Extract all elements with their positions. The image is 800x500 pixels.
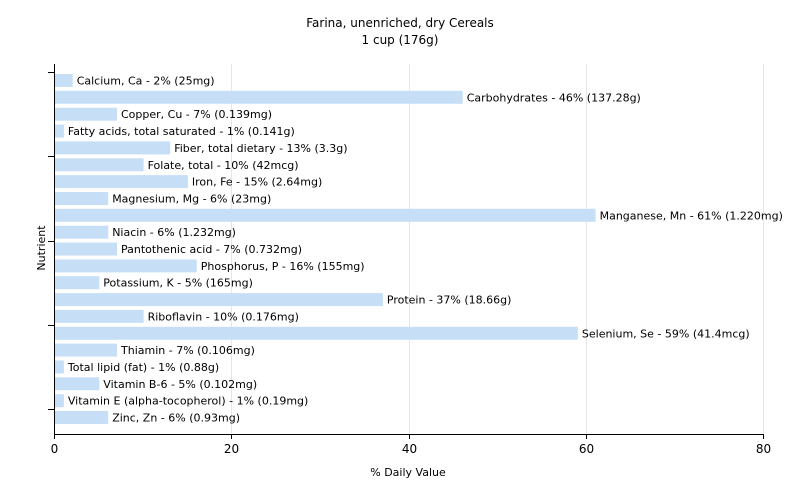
bar xyxy=(55,276,100,290)
bar xyxy=(55,192,109,205)
bar-label: Thiamin - 7% (0.106mg) xyxy=(120,344,255,357)
bar xyxy=(55,74,73,87)
bar xyxy=(55,259,197,273)
bar xyxy=(55,175,188,189)
chart-subtitle: 1 cup (176g) xyxy=(362,33,439,47)
bar-label: Niacin - 6% (1.232mg) xyxy=(112,226,236,239)
x-tick-label: 40 xyxy=(402,442,417,456)
bar-label: Phosphorus, P - 16% (155mg) xyxy=(201,260,365,273)
bar xyxy=(55,208,596,222)
bar xyxy=(55,141,171,155)
bar-label: Magnesium, Mg - 6% (23mg) xyxy=(112,193,271,206)
bar xyxy=(55,225,109,239)
y-axis-title: Nutrient xyxy=(35,225,48,271)
bar xyxy=(55,394,64,408)
bar-label: Total lipid (fat) - 1% (0.88g) xyxy=(67,361,219,374)
bar-label: Copper, Cu - 7% (0.139mg) xyxy=(121,108,272,121)
x-tick-label: 60 xyxy=(579,442,594,456)
x-axis-title: % Daily Value xyxy=(370,466,446,479)
bars: Calcium, Ca - 2% (25mg) Carbohydrates - 4… xyxy=(55,74,783,425)
bar xyxy=(55,343,117,357)
bar xyxy=(55,158,144,172)
bar xyxy=(55,242,117,256)
bar xyxy=(55,124,64,138)
bar xyxy=(55,309,144,323)
bar-label: Vitamin E (alpha-tocopherol) - 1% (0.19m… xyxy=(68,395,308,408)
x-tick-label: 0 xyxy=(51,442,59,456)
bar-label: Potassium, K - 5% (165mg) xyxy=(103,277,253,290)
bar-label: Pantothenic acid - 7% (0.732mg) xyxy=(121,243,302,256)
bar xyxy=(55,107,117,121)
x-tick-label: 80 xyxy=(756,442,771,456)
bar xyxy=(55,326,578,340)
bar xyxy=(55,90,463,104)
bar-label: Iron, Fe - 15% (2.64mg) xyxy=(192,176,322,189)
bar xyxy=(55,377,100,391)
bar-label: Folate, total - 10% (42mcg) xyxy=(148,159,299,172)
bar-label: Manganese, Mn - 61% (1.220mg) xyxy=(600,209,783,222)
bar xyxy=(55,360,64,374)
chart-title: Farina, unenriched, dry Cereals xyxy=(306,16,494,30)
axes: 0 20 40 60 80 xyxy=(48,64,771,456)
grid xyxy=(231,64,764,434)
bar xyxy=(55,293,383,307)
bar-label: Protein - 37% (18.66g) xyxy=(387,294,512,307)
bar-label: Carbohydrates - 46% (137.28g) xyxy=(467,91,641,104)
bar-label: Riboflavin - 10% (0.176mg) xyxy=(148,310,299,323)
bar-label: Fiber, total dietary - 13% (3.3g) xyxy=(174,142,347,155)
bar xyxy=(55,411,109,424)
bar-label: Calcium, Ca - 2% (25mg) xyxy=(77,75,215,88)
bar-label: Zinc, Zn - 6% (0.93mg) xyxy=(112,412,240,425)
x-tick-label: 20 xyxy=(224,442,239,456)
bar-label: Fatty acids, total saturated - 1% (0.141… xyxy=(68,125,295,138)
bar-label: Vitamin B-6 - 5% (0.102mg) xyxy=(103,378,257,391)
bar-label: Selenium, Se - 59% (41.4mcg) xyxy=(582,327,750,340)
